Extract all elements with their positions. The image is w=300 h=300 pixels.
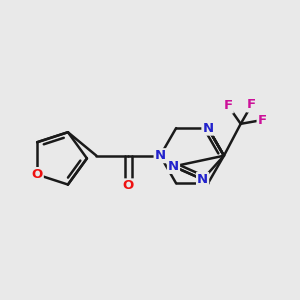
Text: O: O bbox=[123, 179, 134, 192]
Text: O: O bbox=[32, 168, 43, 181]
Text: N: N bbox=[168, 160, 179, 173]
Text: N: N bbox=[197, 173, 208, 186]
Text: F: F bbox=[224, 100, 233, 112]
Text: N: N bbox=[154, 149, 166, 162]
Text: N: N bbox=[202, 122, 214, 135]
Text: F: F bbox=[258, 113, 267, 127]
Text: F: F bbox=[247, 98, 256, 111]
